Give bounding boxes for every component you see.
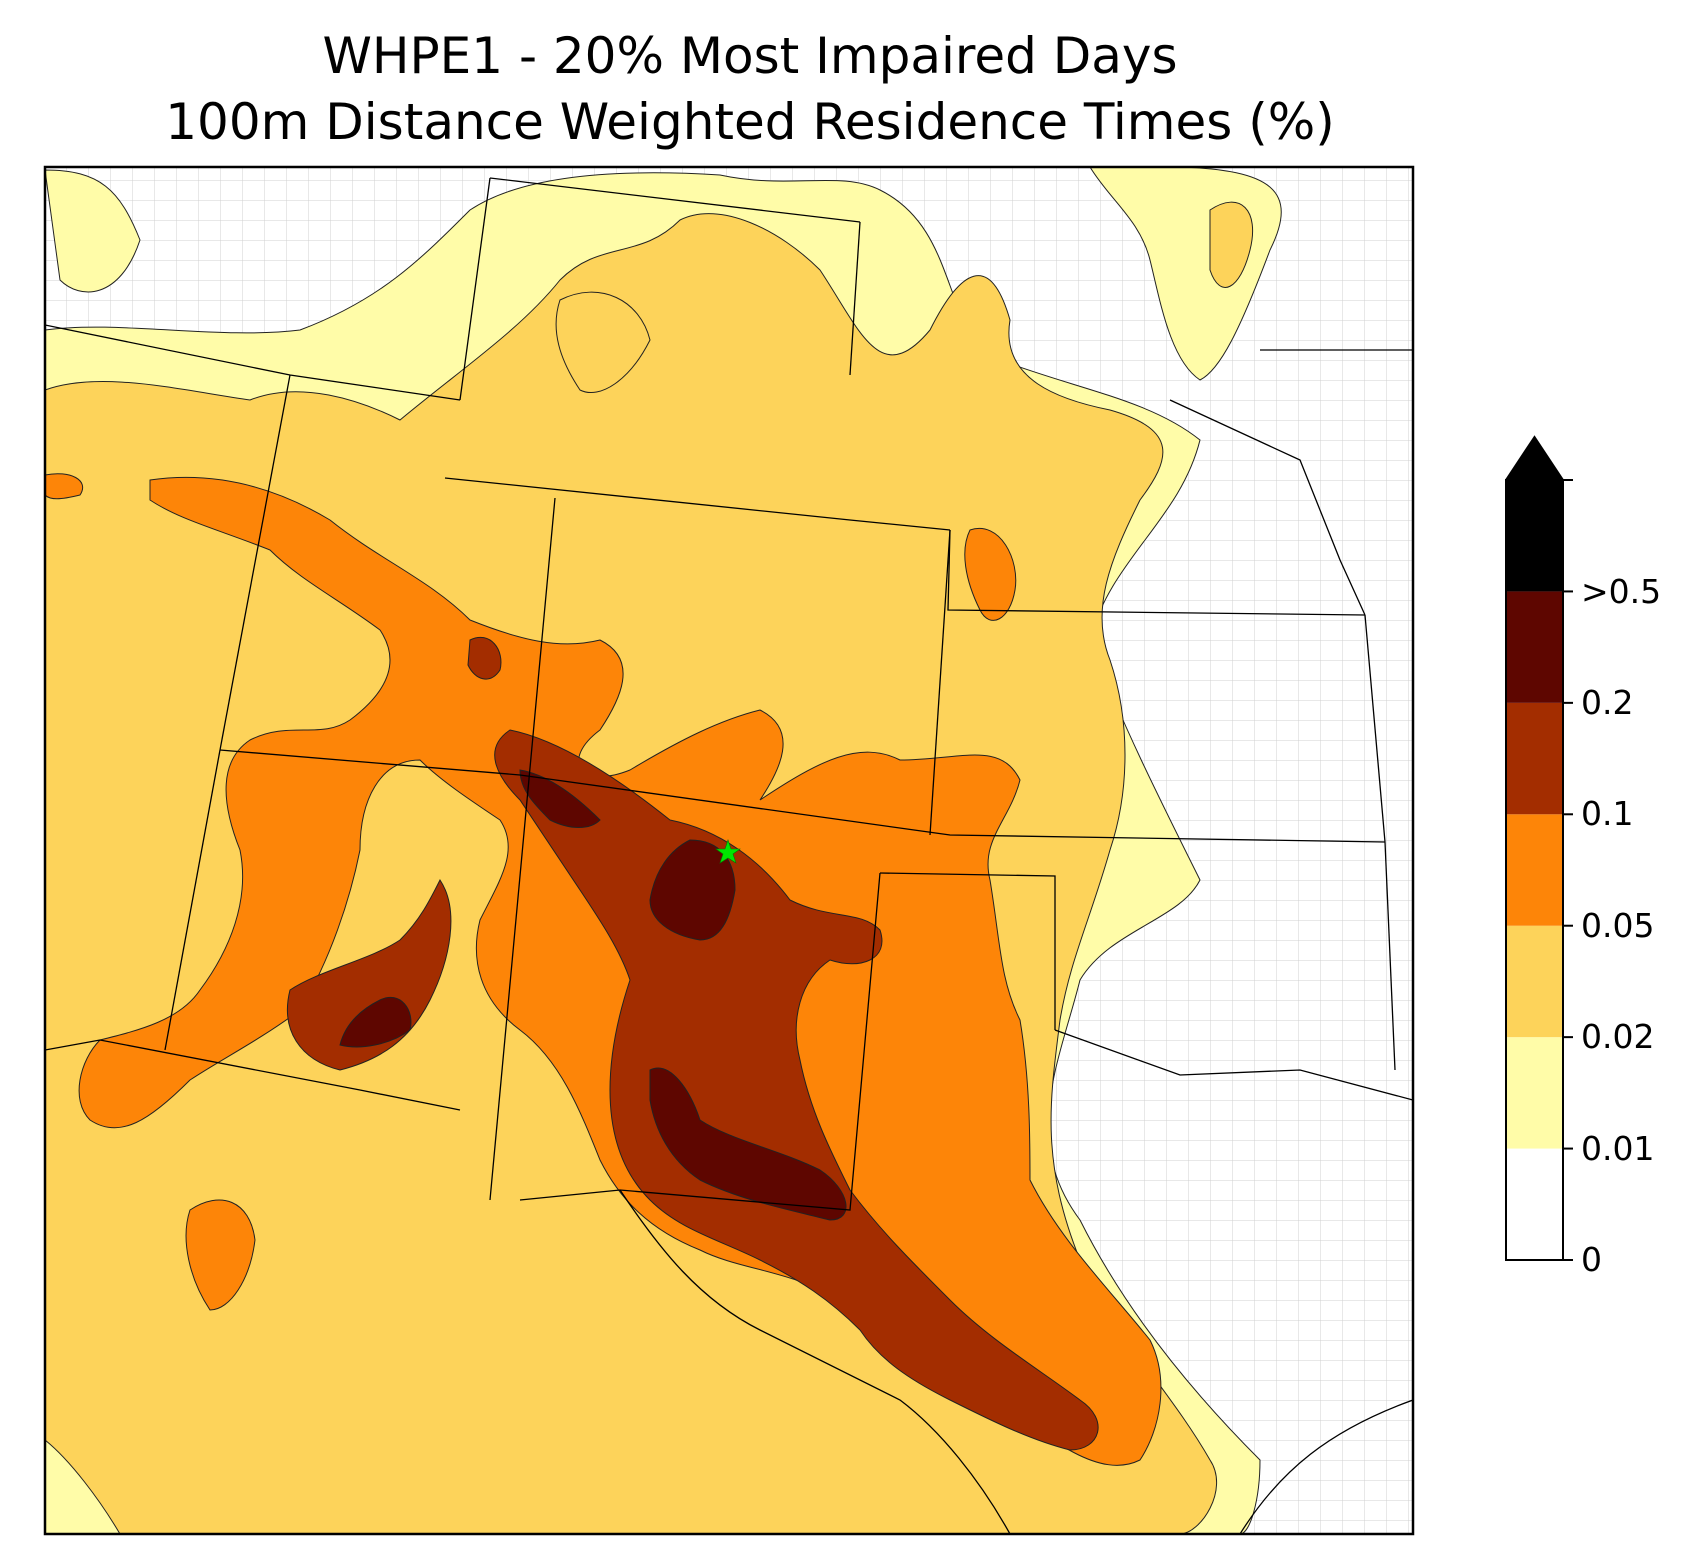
map-title-line2: 100m Distance Weighted Residence Times (…: [165, 93, 1335, 151]
colorbar-label-005: 0.05: [1581, 906, 1655, 945]
colorbar-label-001: 0.01: [1581, 1129, 1655, 1168]
contour-level-005: [45, 473, 1162, 1466]
state-boundaries: [45, 177, 1413, 1534]
colorbar-label-002: 0.02: [1581, 1017, 1655, 1056]
colorbar-label-0: 0: [1581, 1240, 1602, 1279]
colorbar-label-02: 0.2: [1581, 683, 1634, 722]
green-star-icon: [715, 839, 741, 864]
colorbar-label-01: 0.1: [1581, 794, 1634, 833]
colorbar-label-05: >0.5: [1581, 572, 1662, 611]
map-title-line1: WHPE1 - 20% Most Impaired Days: [322, 27, 1178, 85]
contour-level-02: [339, 769, 847, 1221]
map-frame: [43, 165, 1415, 1536]
